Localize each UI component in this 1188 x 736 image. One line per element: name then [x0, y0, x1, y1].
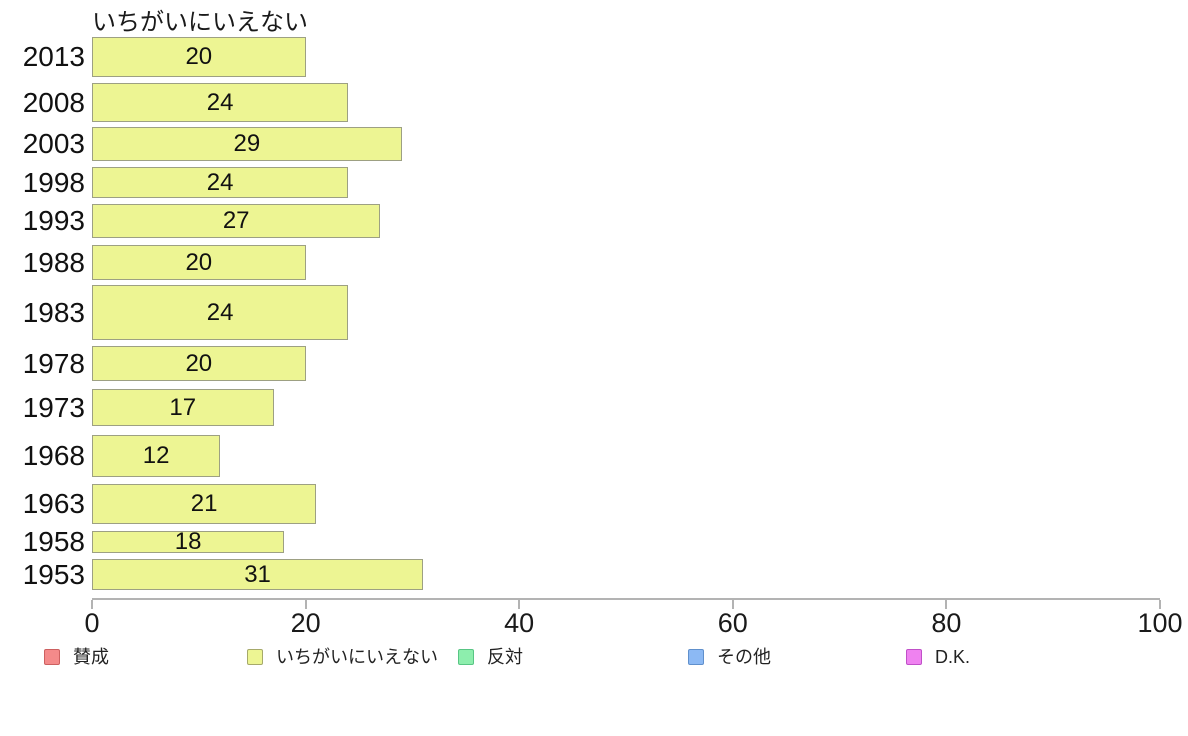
year-label: 2003: [22, 128, 85, 159]
bar: 21: [92, 484, 317, 524]
bar-value-label: 20: [185, 248, 213, 276]
x-tick: [518, 600, 521, 609]
bar-value-label: 24: [206, 168, 234, 196]
year-label: 1973: [22, 391, 85, 423]
bar: 24: [92, 285, 349, 340]
legend-label: 賛成: [73, 647, 109, 667]
legend-item: 賛成: [44, 648, 109, 666]
bar-value-label: 31: [244, 560, 271, 588]
x-tick: [945, 600, 948, 609]
x-tick-label: 80: [931, 608, 962, 638]
bar: 12: [92, 435, 221, 477]
legend-item: 反対: [458, 648, 523, 666]
bar-value-label: 18: [174, 528, 202, 555]
bar: 20: [92, 37, 306, 77]
year-label: 1978: [22, 347, 85, 379]
bar-value-label: 27: [222, 207, 250, 234]
bar-value-label: 17: [169, 393, 197, 421]
chart-title: いちがいにいえない: [92, 9, 308, 36]
bar: 24: [92, 83, 349, 122]
year-label: 2008: [22, 86, 85, 118]
year-label: 1993: [22, 205, 85, 236]
legend-swatch: [688, 649, 704, 665]
year-label: 1953: [22, 558, 85, 590]
year-label: 1988: [22, 246, 85, 278]
x-tick: [1159, 600, 1161, 609]
legend-swatch: [906, 649, 922, 665]
bar-value-label: 24: [206, 298, 234, 326]
bar: 29: [92, 127, 402, 161]
year-label: 1983: [22, 296, 85, 328]
year-label: 1968: [22, 440, 85, 471]
bar: 20: [92, 245, 306, 280]
year-label: 1963: [22, 488, 85, 519]
x-tick-label: 0: [84, 608, 100, 638]
bar: 27: [92, 204, 381, 238]
legend: 賛成 いちがいにいえない 反対 その他 D.K.: [0, 648, 1188, 674]
legend-swatch: [44, 649, 60, 665]
bar: 17: [92, 389, 274, 426]
bar-value-label: 12: [142, 442, 170, 469]
legend-item: その他: [688, 648, 771, 666]
year-label: 2013: [22, 41, 85, 72]
bar-value-label: 24: [206, 88, 234, 116]
legend-swatch: [458, 649, 474, 665]
legend-label: 反対: [487, 647, 523, 667]
bar-value-label: 20: [185, 349, 213, 377]
bar-value-label: 21: [190, 490, 218, 517]
x-tick-label: 20: [290, 608, 321, 638]
year-label: 1958: [22, 526, 85, 557]
x-tick-label: 100: [1137, 608, 1183, 638]
bar: 20: [92, 346, 306, 381]
legend-label: いちがいにいえない: [276, 647, 438, 667]
legend-swatch: [247, 649, 263, 665]
bar-value-label: 20: [185, 43, 213, 70]
legend-item: D.K.: [906, 648, 970, 666]
bar: 31: [92, 559, 424, 590]
legend-label: その他: [717, 647, 771, 667]
bar: 18: [92, 528, 285, 555]
bar: 24: [92, 167, 349, 198]
x-axis-line: [92, 598, 1160, 600]
x-tick: [91, 600, 93, 609]
x-tick-label: 60: [717, 608, 748, 638]
x-tick: [731, 600, 734, 609]
x-tick-label: 40: [504, 608, 535, 638]
legend-item: いちがいにいえない: [247, 648, 438, 666]
year-label: 1998: [22, 166, 85, 198]
x-tick: [304, 600, 307, 609]
legend-label: D.K.: [935, 647, 971, 667]
bar-value-label: 29: [233, 130, 261, 157]
